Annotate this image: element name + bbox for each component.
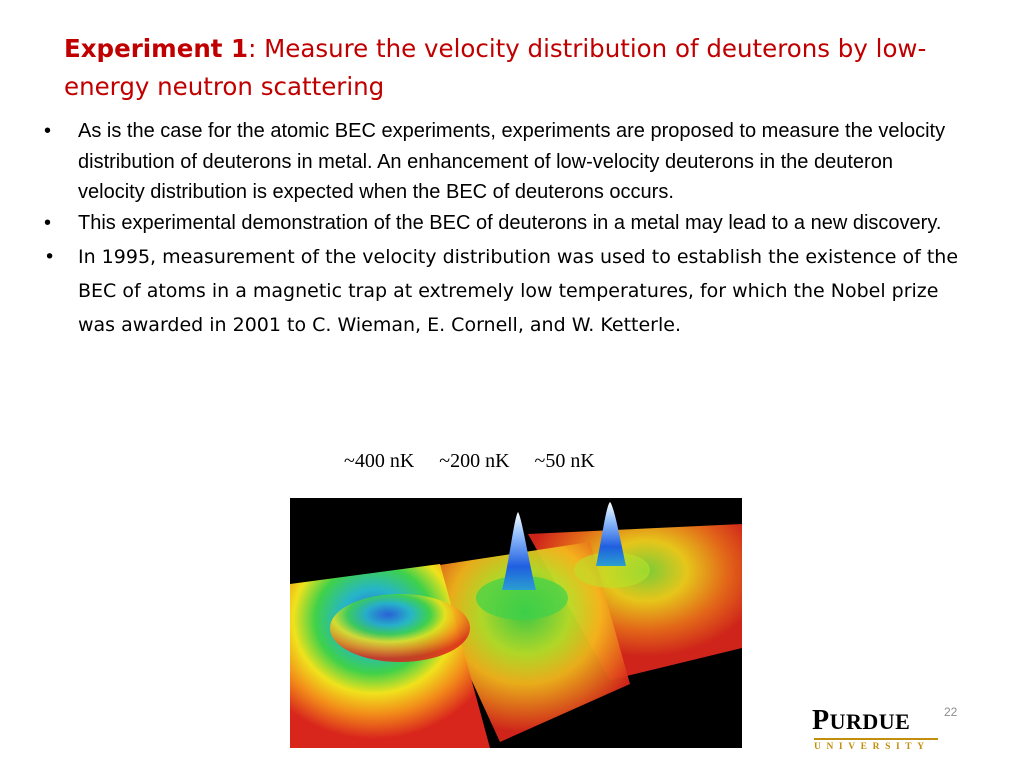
bullet-text: In 1995, measurement of the velocity dis… [78,246,959,336]
bullet-text: As is the case for the atomic BEC experi… [78,120,946,203]
bullet-item: • As is the case for the atomic BEC expe… [40,116,960,208]
page-number: 22 [944,705,958,719]
bullet-item: • In 1995, measurement of the velocity d… [40,240,960,342]
logo-rule [814,738,938,740]
logo-subtitle: UNIVERSITY [814,742,930,752]
bullet-text: This experimental demonstration of the B… [78,211,942,234]
title-rest: : Measure the velocity distribution of d… [64,34,927,101]
bullet-item: • This experimental demonstration of the… [40,208,960,239]
slide-title: Experiment 1: Measure the velocity distr… [64,30,974,106]
temperature-labels: ~400 nK ~200 nK ~50 nK [344,450,595,472]
logo-wordmark: PURDUE [812,706,938,737]
bullet-dot: • [44,211,52,234]
purdue-logo: PURDUE UNIVERSITY [812,706,938,752]
title-bold: Experiment 1 [64,34,249,63]
bullet-dot: • [44,246,56,268]
bec-velocity-distribution-image [290,498,742,748]
bec-peaks-illustration [290,502,742,748]
bullet-list: • As is the case for the atomic BEC expe… [40,116,960,342]
bullet-dot: • [44,120,52,142]
logo-rest: URDUE [829,709,911,734]
logo-initial: P [812,705,830,736]
